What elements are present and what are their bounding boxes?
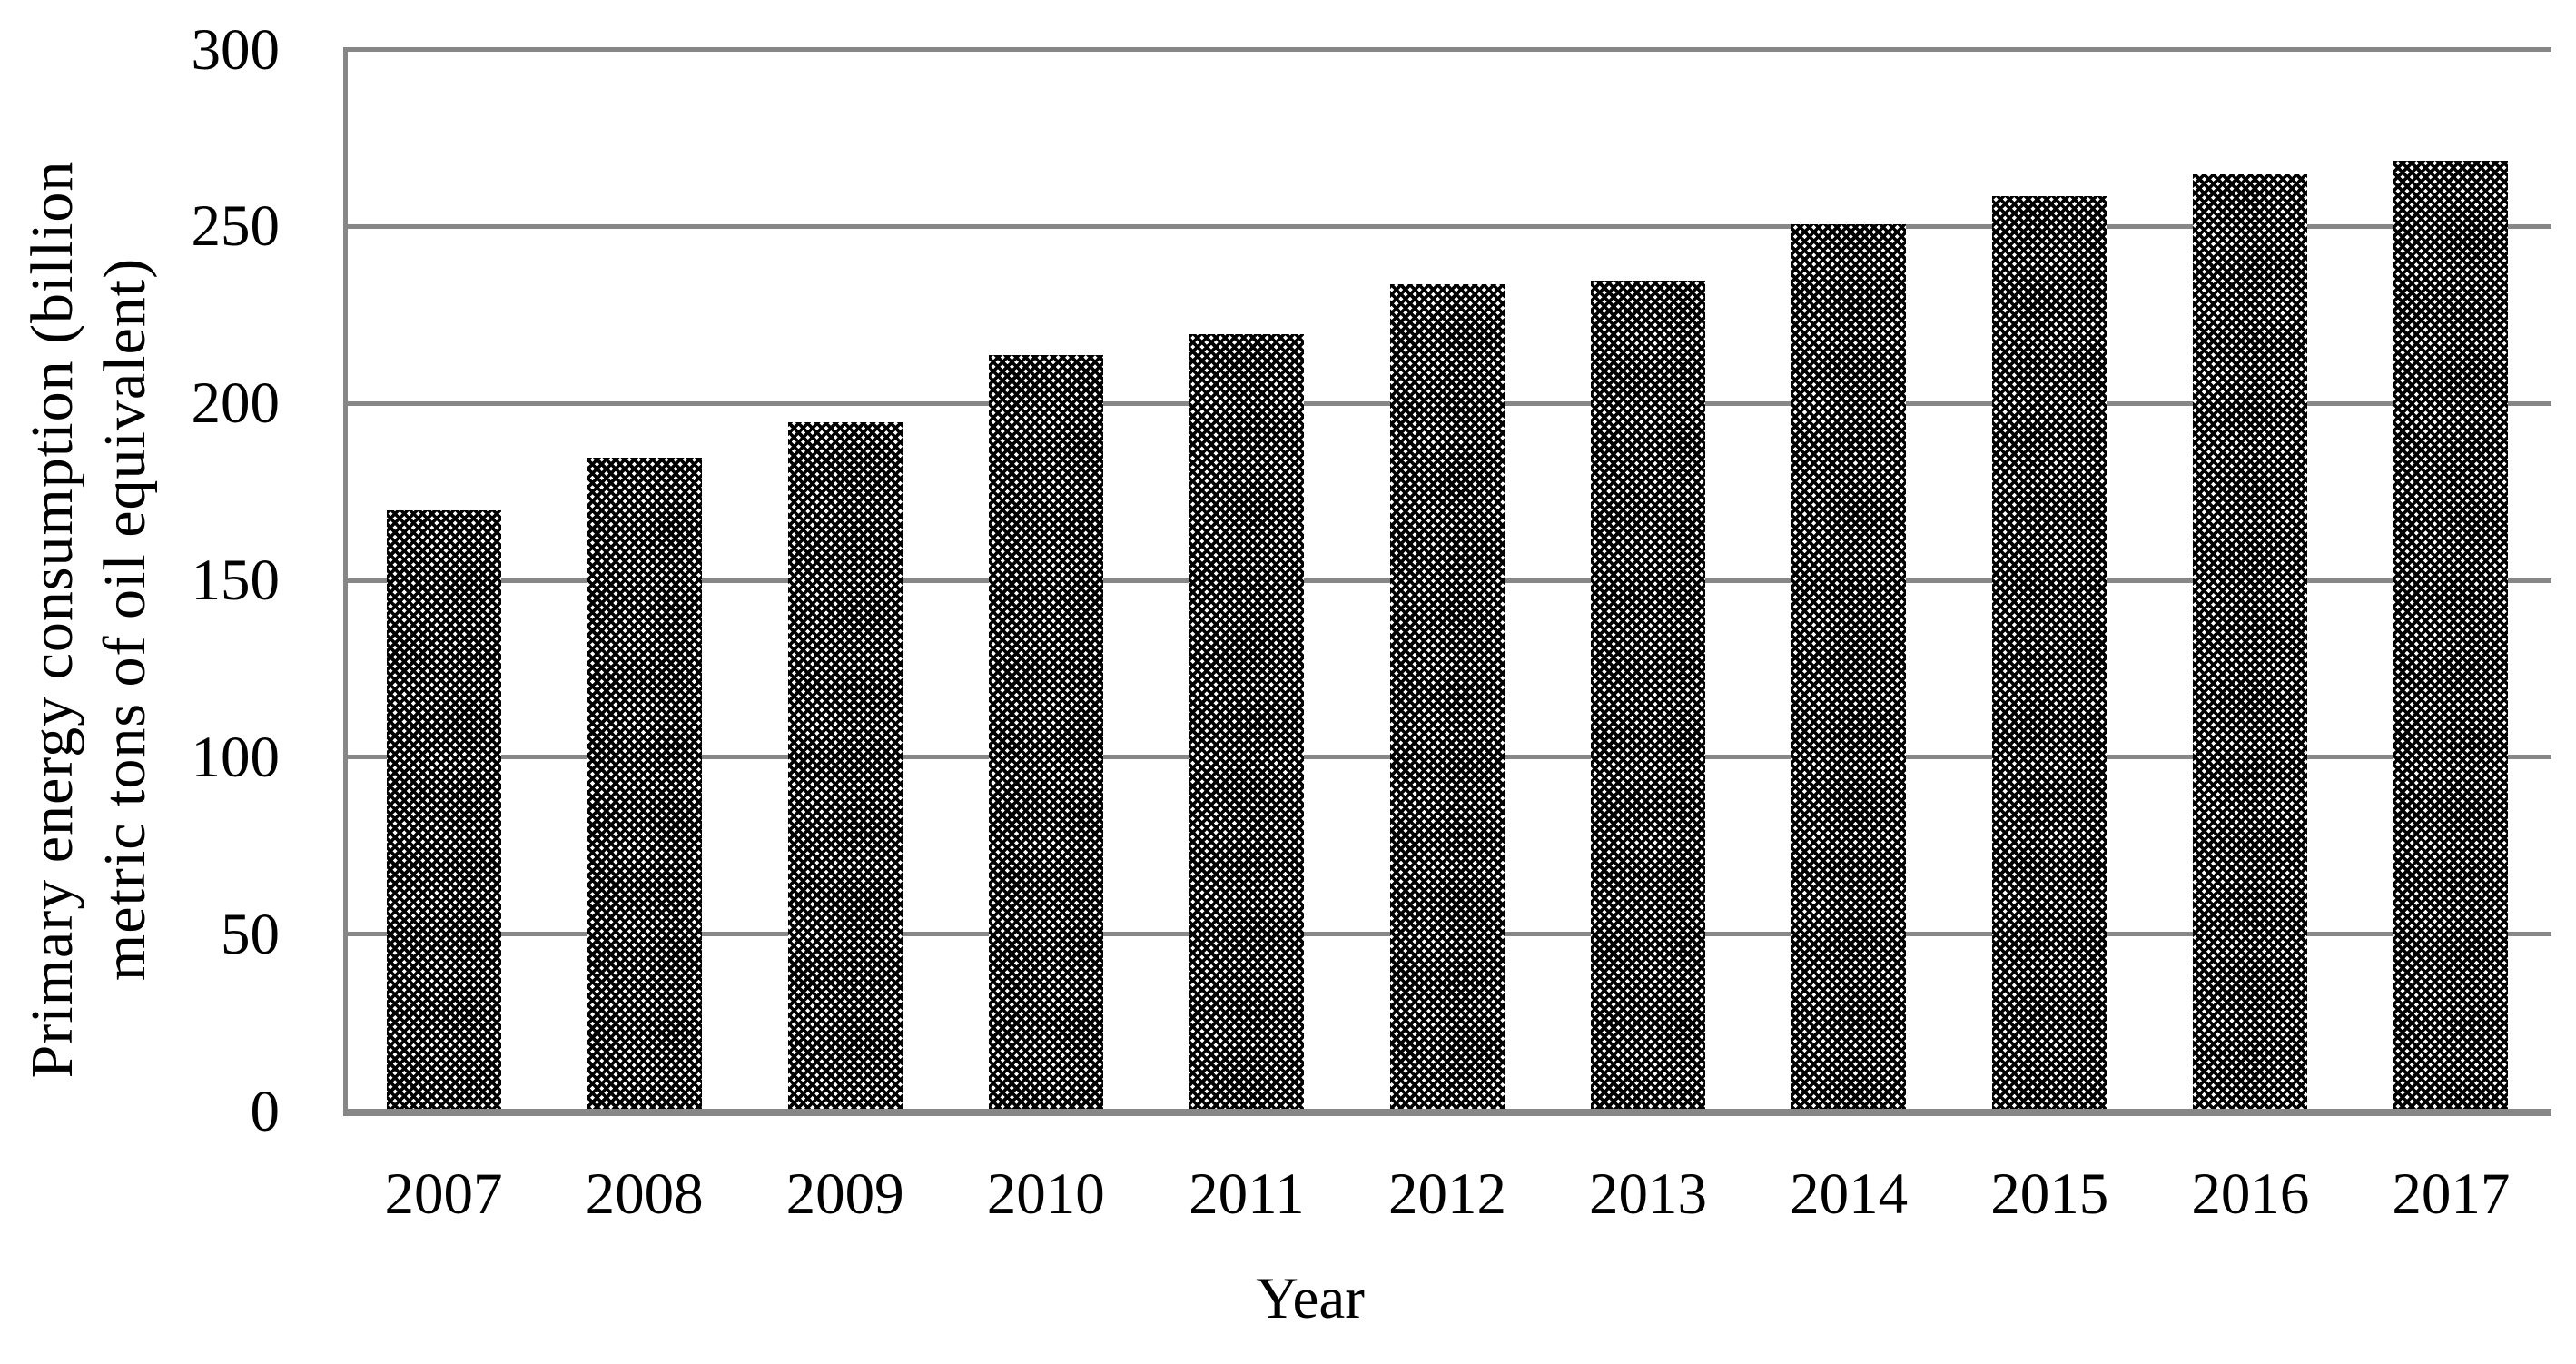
x-category-label-2014: 2014 (1790, 1161, 1909, 1227)
bar-2007 (386, 510, 501, 1109)
x-category-label-2015: 2015 (1990, 1161, 2109, 1227)
y-tick-label-100: 100 (191, 724, 281, 790)
bar-2012 (1390, 284, 1505, 1109)
y-axis-line (343, 47, 348, 1116)
x-category-label-2009: 2009 (785, 1161, 904, 1227)
x-category-label-2010: 2010 (986, 1161, 1105, 1227)
y-tick-label-50: 50 (221, 901, 280, 967)
x-category-label-2012: 2012 (1387, 1161, 1506, 1227)
bar-2014 (1791, 223, 1907, 1109)
y-axis-title: Primary energy consumption (billion metr… (16, 0, 162, 1255)
x-category-label-2013: 2013 (1589, 1161, 1708, 1227)
bar-2011 (1189, 333, 1304, 1109)
y-tick-label-150: 150 (191, 548, 281, 613)
bar-2010 (988, 355, 1103, 1109)
bar-2013 (1591, 281, 1706, 1109)
bar-2017 (2393, 160, 2509, 1109)
y-axis-title-line-2: metric tons of oil equivalent) (92, 257, 158, 982)
y-tick-label-300: 300 (191, 16, 281, 83)
y-tick-label-0: 0 (250, 1078, 281, 1144)
x-category-label-2011: 2011 (1189, 1161, 1305, 1227)
x-axis-line (343, 1109, 2551, 1116)
y-tick-label-250: 250 (191, 193, 281, 260)
x-axis-title: Year (1256, 1266, 1365, 1331)
bar-2008 (587, 458, 702, 1109)
bar-2009 (787, 422, 903, 1109)
bar-2016 (2193, 174, 2308, 1109)
x-category-label-2016: 2016 (2191, 1161, 2310, 1227)
x-category-label-2008: 2008 (585, 1161, 704, 1227)
y-axis-title-line-1: Primary energy consumption (billion (19, 160, 85, 1079)
x-category-label-2017: 2017 (2392, 1161, 2511, 1227)
y-tick-label-200: 200 (191, 371, 281, 437)
x-category-label-2007: 2007 (384, 1161, 503, 1227)
bar-2015 (1992, 195, 2107, 1109)
gridline-300 (343, 47, 2551, 52)
gridline-250 (343, 223, 2551, 229)
plot-area (343, 47, 2551, 1116)
